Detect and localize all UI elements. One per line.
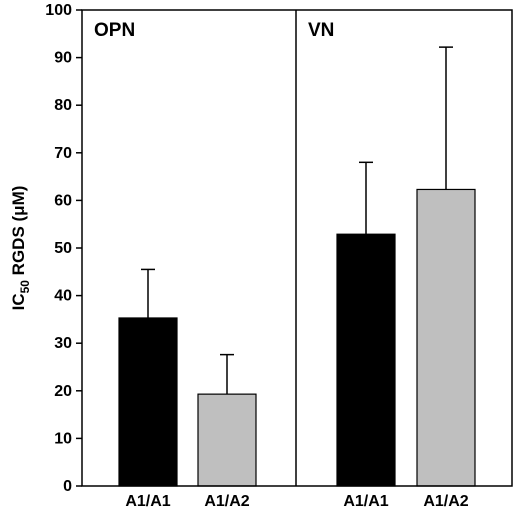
x-tick-label: A1/A1 (125, 493, 170, 510)
y-axis-label: IC50 RGDS (μM) (9, 186, 32, 311)
y-axis-label-subscript: 50 (18, 280, 32, 294)
y-tick-label: 90 (54, 50, 72, 67)
y-tick-label: 30 (54, 335, 72, 352)
y-tick-label: 70 (54, 145, 72, 162)
bar (118, 317, 178, 487)
x-tick-label: A1/A1 (343, 493, 388, 510)
y-tick-label: 80 (54, 97, 72, 114)
x-tick-label: A1/A2 (423, 493, 468, 510)
y-axis-label-rest: RGDS (μM) (9, 186, 28, 280)
y-tick-label: 10 (54, 430, 72, 447)
bar (336, 233, 396, 487)
bar (416, 188, 476, 487)
y-tick-label: 50 (54, 240, 72, 257)
panel-label: VN (308, 20, 334, 41)
y-tick-label: 20 (54, 383, 72, 400)
y-tick-label: 40 (54, 288, 72, 305)
x-tick-label: A1/A2 (204, 493, 249, 510)
bar (197, 393, 257, 487)
y-tick-label: 0 (63, 478, 72, 495)
y-tick-label: 100 (45, 2, 72, 19)
y-axis-label-main: IC (9, 293, 28, 310)
y-tick-label: 60 (54, 192, 72, 209)
panel-label: OPN (94, 20, 135, 41)
